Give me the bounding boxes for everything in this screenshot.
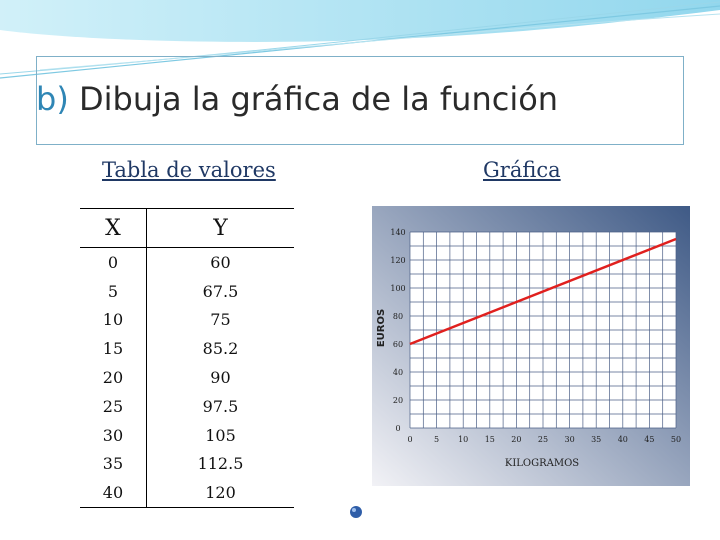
- cell-y: 97.5: [202, 396, 239, 416]
- cell-x: 0: [80, 247, 147, 277]
- x-tick-label: 0: [407, 435, 412, 444]
- cell-x: 25: [80, 391, 147, 421]
- y-tick-label: 0: [395, 424, 400, 433]
- table-row: 5 67.5: [80, 276, 294, 306]
- cell-y: 67.5: [202, 281, 239, 301]
- x-tick-label: 20: [511, 435, 521, 444]
- x-tick-label: 35: [591, 435, 601, 444]
- cell-y: 75: [210, 310, 231, 330]
- header-swoosh-decoration: [0, 0, 720, 79]
- cell-y: 60: [210, 252, 231, 272]
- table-row: 20 90: [80, 363, 294, 392]
- cell-x: 10: [80, 305, 147, 335]
- table-row: 10 75: [80, 305, 294, 335]
- table-heading: Tabla de valores: [102, 158, 276, 182]
- column-header-y: Y: [146, 208, 294, 248]
- chart-heading: Gráfica: [483, 158, 561, 182]
- table-header-row: X Y: [80, 208, 294, 248]
- cell-y: 105: [205, 425, 236, 445]
- cell-x: 15: [80, 334, 147, 364]
- slide-title: b) Dibuja la gráfica de la función: [36, 80, 558, 118]
- title-text: Dibuja la gráfica de la función: [78, 80, 559, 118]
- table-row: 25 97.5: [80, 391, 294, 421]
- cell-x: 5: [80, 276, 147, 306]
- x-tick-label: 5: [434, 435, 439, 444]
- x-tick-label: 40: [618, 435, 628, 444]
- table-row: 35 112.5: [80, 449, 294, 479]
- x-tick-label: 15: [485, 435, 495, 444]
- cell-y: 112.5: [197, 454, 244, 474]
- table-row: 0 60: [80, 247, 294, 277]
- y-tick-label: 60: [393, 340, 403, 349]
- x-tick-label: 10: [458, 435, 468, 444]
- y-tick-label: 20: [393, 396, 403, 405]
- y-tick-label: 80: [393, 312, 403, 321]
- y-tick-label: 140: [390, 228, 405, 237]
- cell-y: 85.2: [202, 339, 239, 359]
- y-tick-label: 40: [393, 368, 403, 377]
- navigation-icon[interactable]: [348, 504, 364, 520]
- y-tick-label: 100: [390, 284, 405, 293]
- x-tick-label: 50: [671, 435, 681, 444]
- values-table: X Y 0 60 5 67.5 10 75 15 85.2 20 90 25 97.5 30…: [80, 208, 294, 509]
- title-prefix: b): [36, 80, 69, 118]
- cell-x: 40: [80, 478, 147, 509]
- cell-x: 35: [80, 449, 147, 479]
- cell-y: 90: [210, 368, 231, 388]
- table-row: 30 105: [80, 420, 294, 450]
- y-tick-label: 120: [390, 256, 405, 265]
- x-axis-label: KILOGRAMOS: [505, 458, 579, 469]
- series-line: [409, 237, 677, 346]
- cell-y: 120: [146, 478, 294, 509]
- x-tick-label: 25: [538, 435, 548, 444]
- title-frame: [36, 56, 684, 145]
- column-header-x: X: [80, 208, 147, 248]
- line-chart: 0 5 10 15 20 25 30 35 40 45 50 0 20 40 60 80 100 120 140 K…: [372, 206, 690, 486]
- y-axis-label: EUROS: [376, 309, 387, 347]
- table-row: 15 85.2: [80, 334, 294, 364]
- cell-x: 30: [80, 420, 147, 450]
- table-row: 40 120: [80, 478, 294, 509]
- cell-x: 20: [80, 363, 147, 392]
- x-tick-label: 45: [644, 435, 654, 444]
- x-tick-label: 30: [565, 435, 575, 444]
